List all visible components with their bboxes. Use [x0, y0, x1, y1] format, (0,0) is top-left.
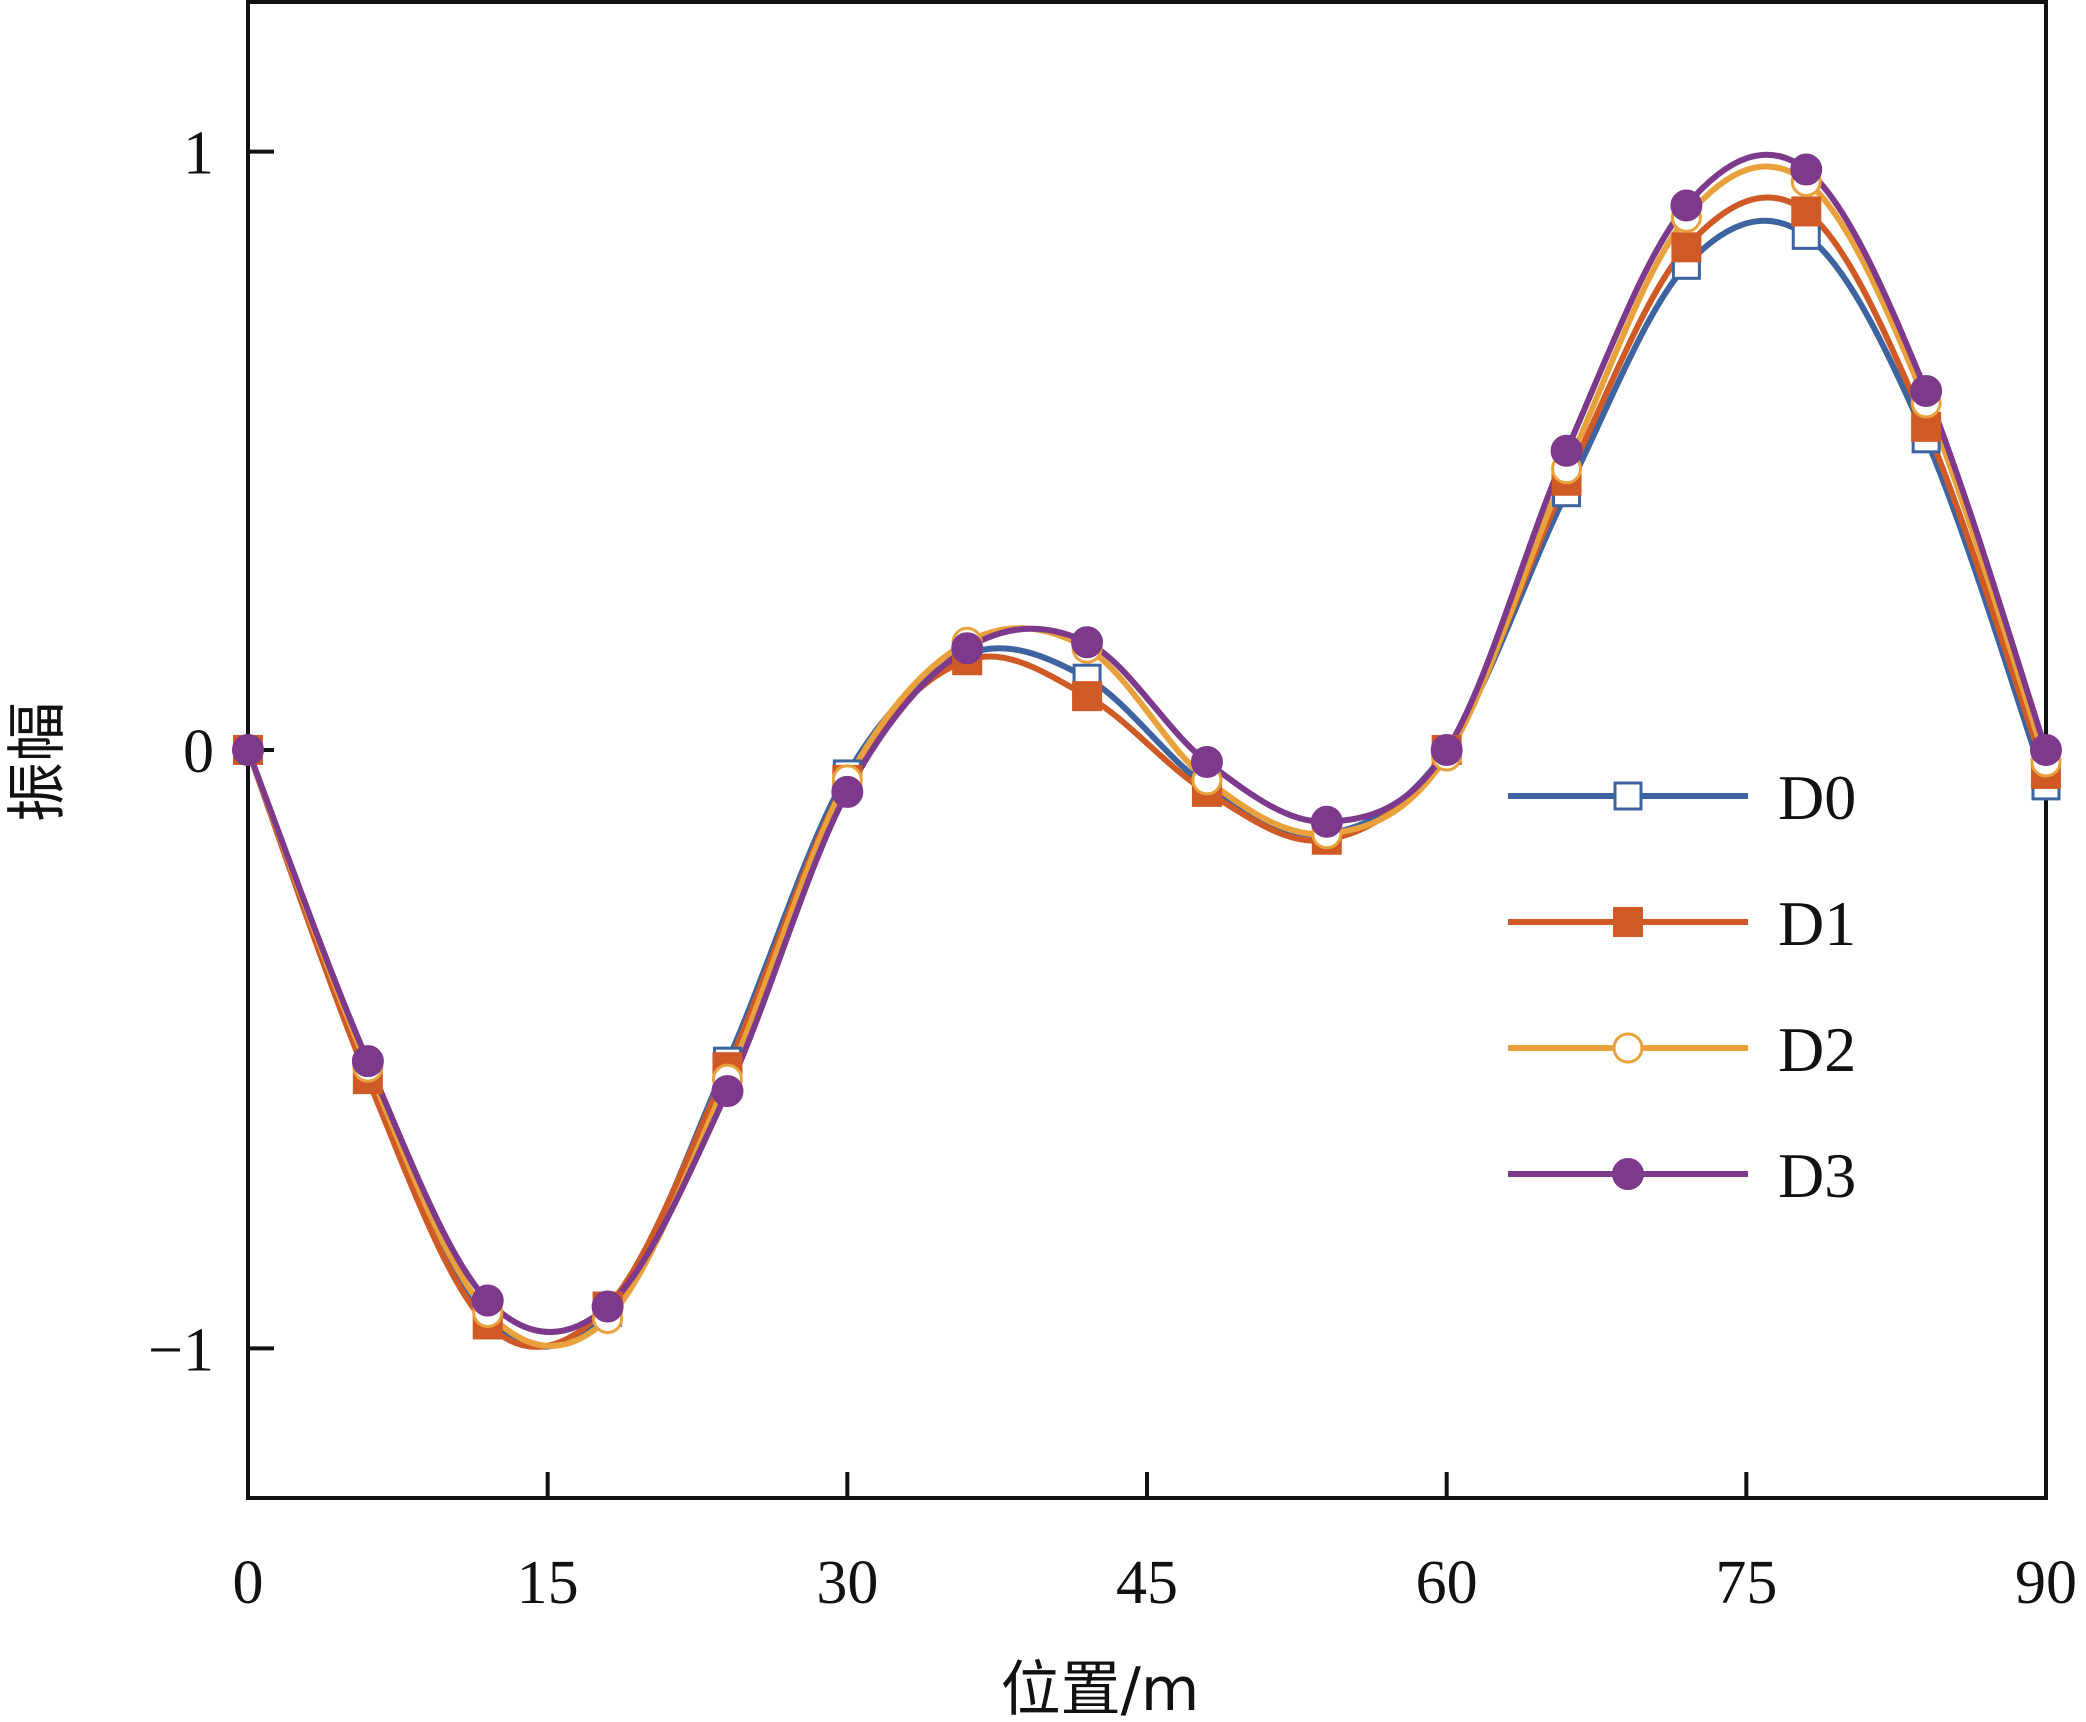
point-D3-15 — [2030, 734, 2062, 766]
y-tick-label-2: 1 — [183, 120, 214, 188]
y-tick-label-0: −1 — [148, 1316, 214, 1384]
point-D3-9 — [1310, 805, 1343, 838]
x-tick-label-0: 0 — [233, 1549, 264, 1617]
legend: D0 D1 D2 D3 — [1508, 762, 1856, 1211]
x-tick-label-5: 75 — [1715, 1549, 1777, 1617]
series-line-D2 — [245, 163, 2049, 1349]
point-D3-4 — [711, 1075, 744, 1108]
x-tick-label-1: 15 — [517, 1549, 579, 1617]
x-tick-label-4: 60 — [1416, 1549, 1478, 1617]
point-D3-2 — [471, 1284, 504, 1317]
legend-label-D1: D1 — [1778, 888, 1856, 959]
x-tick-label-3: 45 — [1116, 1549, 1178, 1617]
series-line-D0 — [245, 217, 2049, 1350]
y-axis-title: 振幅 — [3, 702, 73, 822]
x-axis-title: 位置/m — [1001, 1655, 1200, 1722]
point-D3-11 — [1550, 434, 1583, 467]
x-tick-label-2: 30 — [816, 1549, 878, 1617]
series-curves — [245, 151, 2049, 1350]
point-D3-10 — [1430, 734, 1463, 766]
point-D1-12 — [1671, 232, 1702, 263]
legend-label-D0: D0 — [1778, 762, 1856, 833]
legend-label-D2: D2 — [1778, 1014, 1856, 1085]
legend-marker-D1 — [1613, 907, 1643, 937]
series-markers — [232, 153, 2062, 1340]
point-D3-7 — [1071, 626, 1104, 659]
point-D3-8 — [1190, 745, 1223, 778]
x-tick-label-6: 90 — [2015, 1549, 2077, 1617]
series-line-D1 — [245, 194, 2049, 1350]
point-D3-3 — [591, 1290, 624, 1323]
legend-marker-D3 — [1612, 1158, 1644, 1190]
y-tick-label-1: 0 — [183, 718, 214, 786]
series-line-D3 — [245, 151, 2049, 1335]
point-D1-13 — [1791, 196, 1822, 227]
plot-frame — [246, 0, 2048, 1500]
legend-marker-D2 — [1612, 1032, 1644, 1064]
point-D3-0 — [232, 734, 264, 766]
point-D3-1 — [351, 1045, 384, 1078]
point-D1-7 — [1072, 681, 1103, 712]
point-D3-13 — [1790, 153, 1823, 186]
legend-label-D3: D3 — [1778, 1140, 1856, 1211]
axis-ticks: 0 15 30 45 60 75 90 −1 0 1 — [148, 120, 2077, 1617]
legend-marker-D0 — [1613, 781, 1643, 811]
point-D3-12 — [1670, 189, 1703, 222]
point-D3-5 — [831, 775, 864, 808]
point-D3-14 — [1910, 374, 1943, 407]
point-D3-6 — [951, 632, 984, 665]
